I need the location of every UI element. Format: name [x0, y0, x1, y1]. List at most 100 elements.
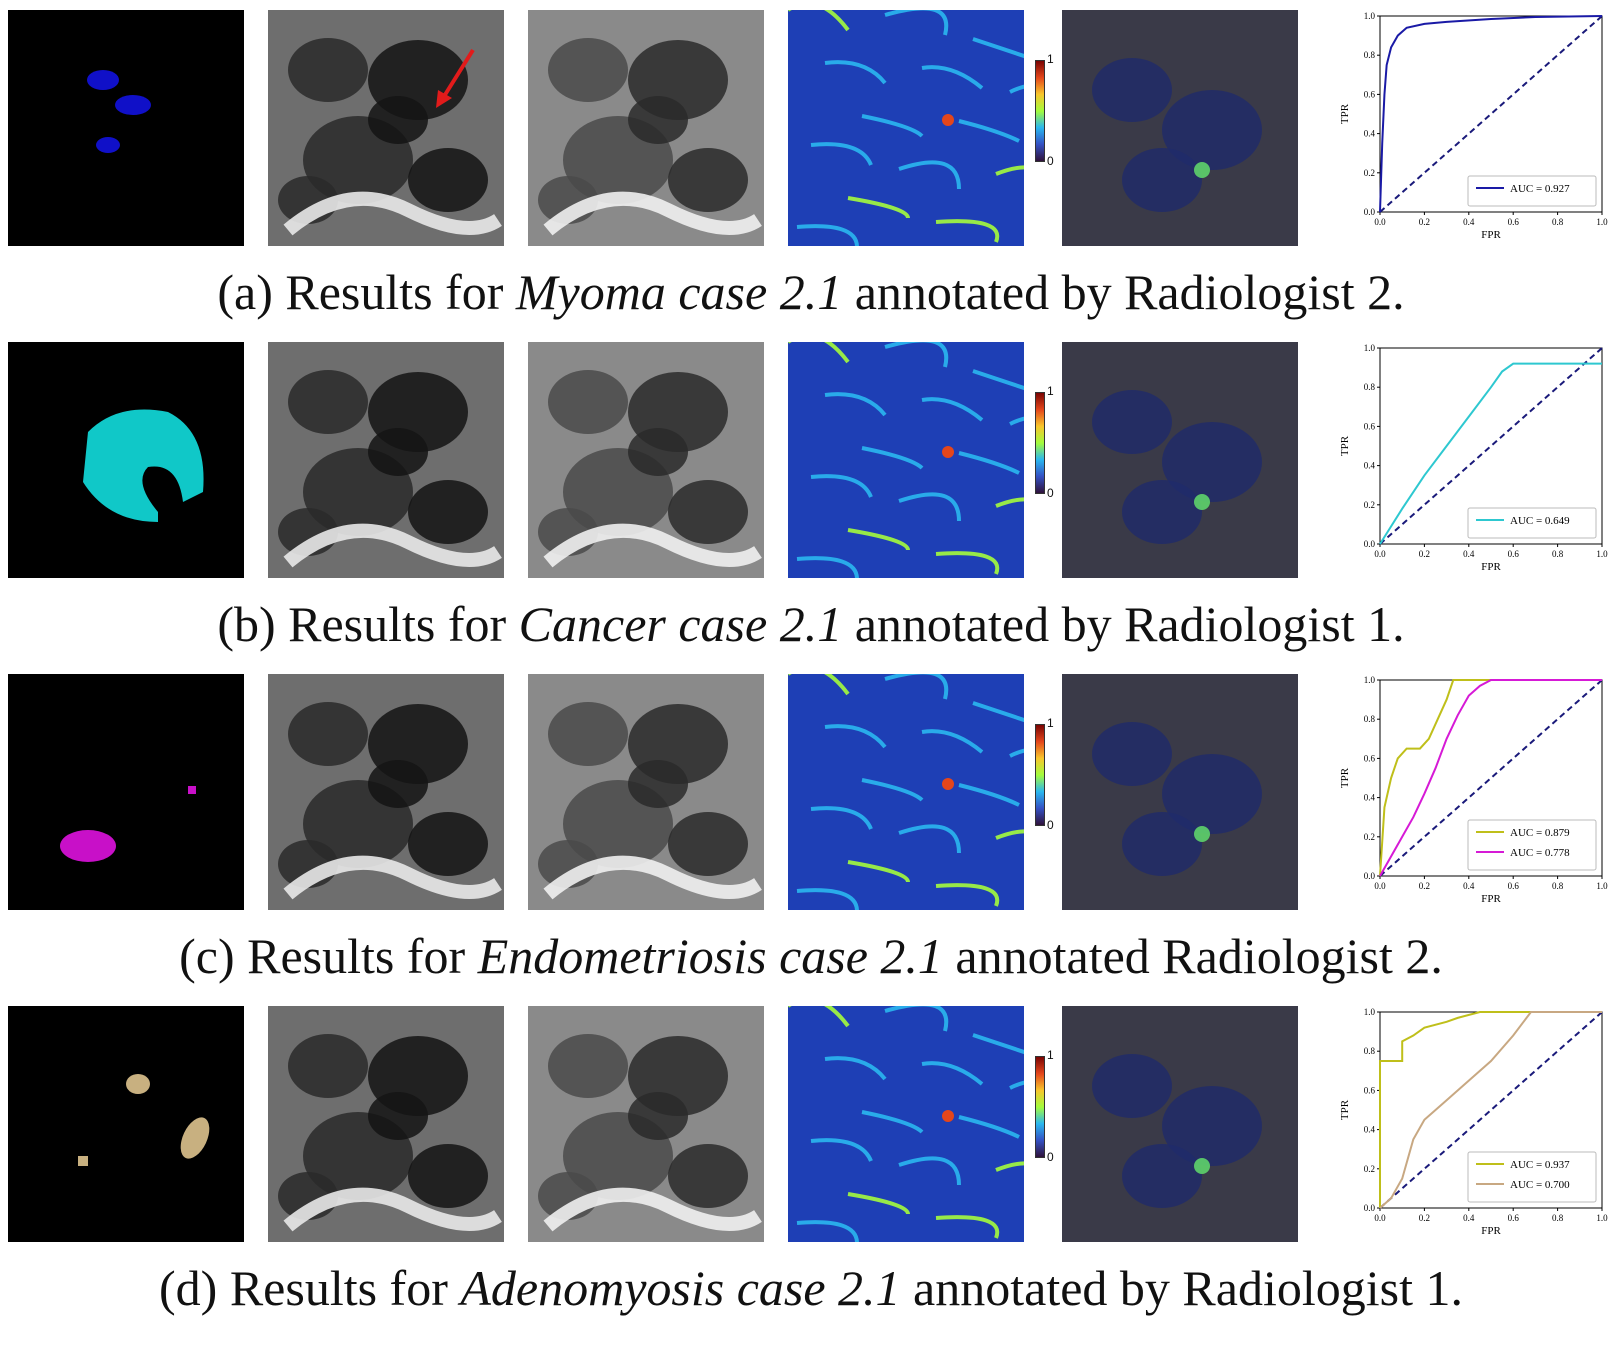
roc-curve	[1379, 679, 1602, 877]
x-tick-label: 0.2	[1419, 1213, 1430, 1223]
overlay-image	[1062, 10, 1298, 246]
y-tick-label: 0.2	[1364, 1164, 1375, 1174]
y-tick-label: 0.0	[1364, 539, 1376, 549]
x-tick-label: 0.2	[1419, 881, 1430, 891]
recon-svg	[528, 1006, 764, 1242]
y-tick-label: 0.0	[1364, 1203, 1376, 1213]
x-tick-label: 0.4	[1463, 881, 1475, 891]
heat-svg	[788, 10, 1024, 246]
x-tick-label: 0.2	[1419, 217, 1430, 227]
annotation-mask-image	[8, 1006, 244, 1242]
mri-svg	[268, 674, 504, 910]
x-tick-label: 0.0	[1374, 217, 1386, 227]
heat-svg	[788, 342, 1024, 578]
roc-chart: 0.0 0.0 0.2 0.2 0.4 0.4 0.6 0.6 0.8 0.8 1.0 1.0 FPR T…	[1334, 4, 1620, 254]
reconstruction-image	[528, 10, 764, 246]
legend-label: AUC = 0.649	[1510, 515, 1570, 527]
y-tick-label: 0.8	[1364, 50, 1376, 60]
reconstruction-image	[528, 1006, 764, 1242]
mri-texture	[268, 674, 504, 910]
mri-image	[268, 674, 504, 910]
x-axis-label: FPR	[1481, 229, 1501, 241]
y-tick-label: 0.0	[1364, 871, 1376, 881]
legend-label: AUC = 0.937	[1510, 1159, 1570, 1171]
colorbar-min-label: 0	[1047, 486, 1054, 500]
caption-prefix: (c) Results for	[179, 928, 478, 984]
recon-svg	[528, 10, 764, 246]
x-tick-label: 0.0	[1374, 549, 1386, 559]
y-tick-label: 0.0	[1364, 207, 1376, 217]
mri-texture	[528, 10, 764, 246]
caption-suffix: annotated by Radiologist 1.	[900, 1260, 1463, 1316]
heat-svg	[788, 1006, 1024, 1242]
colorbar	[1035, 724, 1045, 826]
roc-chart: 0.0 0.0 0.2 0.2 0.4 0.4 0.6 0.6 0.8 0.8 1.0 1.0 FPR T…	[1334, 1000, 1620, 1250]
mri-image	[268, 10, 504, 246]
overlay-texture	[1062, 10, 1298, 246]
roc-curve	[1379, 1011, 1602, 1208]
anomaly-heatmap-image	[788, 674, 1024, 910]
overlay-texture	[1062, 342, 1298, 578]
figure-row-d: 1 0 0.0 0.0 0.2 0.2 0.4 0.4 0.6 0.6 0.8 0.8 1.0 1.0 FP…	[0, 996, 1622, 1326]
colorbar-min-label: 0	[1047, 1150, 1054, 1164]
y-tick-label: 0.6	[1364, 753, 1376, 763]
x-tick-label: 0.0	[1374, 881, 1386, 891]
heatmap-texture	[788, 10, 1024, 246]
roc-svg: 0.00.0 0.2 0.2 0.4 0.4 0.6 0.6 0.8 0.8 1.0 1.0 FPR T…	[1339, 1007, 1608, 1237]
heatmap-texture	[788, 674, 1024, 910]
x-axis-label: FPR	[1481, 893, 1501, 905]
x-tick-label: 0.6	[1508, 549, 1520, 559]
legend-label: AUC = 0.927	[1510, 183, 1570, 195]
caption-prefix: (d) Results for	[159, 1260, 461, 1316]
mask-region	[180, 1117, 210, 1159]
mask-region	[115, 95, 151, 115]
mri-texture	[528, 674, 764, 910]
mask-region	[188, 786, 196, 794]
overlay-texture	[1062, 1006, 1298, 1242]
mask-region	[60, 830, 116, 862]
mask-region	[78, 1156, 88, 1166]
arrow-head-icon	[436, 90, 452, 108]
overlay-svg	[1062, 674, 1298, 910]
x-tick-label: 0.8	[1552, 549, 1564, 559]
figure-row-c: 1 0 0.0 0.0 0.2 0.2 0.4 0.4 0.6 0.6 0.8 0.8 1.0 1.0 FP…	[0, 664, 1622, 994]
mri-svg	[268, 10, 504, 246]
roc-curve	[1379, 15, 1603, 213]
mask-region	[96, 137, 120, 153]
overlay-image	[1062, 342, 1298, 578]
legend-label: AUC = 0.778	[1510, 847, 1570, 859]
colorbar-max-label: 1	[1047, 716, 1054, 730]
y-tick-label: 1.0	[1364, 343, 1376, 353]
anomaly-heatmap-image	[788, 342, 1024, 578]
x-tick-label: 0.8	[1552, 217, 1564, 227]
mri-image	[268, 1006, 504, 1242]
colorbar	[1035, 1056, 1045, 1158]
overlay-svg	[1062, 10, 1298, 246]
y-tick-label: 0.2	[1364, 832, 1375, 842]
y-tick-label: 1.0	[1364, 1007, 1376, 1017]
annotation-mask-image	[8, 674, 244, 910]
colorbar	[1035, 392, 1045, 494]
recon-svg	[528, 342, 764, 578]
y-tick-label: 1.0	[1364, 675, 1376, 685]
anomaly-heatmap-image	[788, 10, 1024, 246]
x-tick-label: 0.6	[1508, 881, 1520, 891]
y-tick-label: 0.2	[1364, 500, 1375, 510]
recon-svg	[528, 674, 764, 910]
caption-case: Myoma case 2.1	[515, 264, 843, 320]
mri-texture	[268, 342, 504, 578]
figure-row-b: 1 0 0.0 0.0 0.2 0.2 0.4 0.4 0.6 0.6 0.8 0.8 1.0 1.0 FP…	[0, 332, 1622, 662]
y-tick-label: 1.0	[1364, 11, 1376, 21]
y-axis-label: TPR	[1339, 1099, 1351, 1120]
legend-label: AUC = 0.700	[1510, 1179, 1570, 1191]
roc-chart: 0.0 0.0 0.2 0.2 0.4 0.4 0.6 0.6 0.8 0.8 1.0 1.0 FPR T…	[1334, 668, 1620, 918]
overlay-texture	[1062, 674, 1298, 910]
mask-svg	[78, 1074, 210, 1166]
y-tick-label: 0.4	[1364, 793, 1376, 803]
y-tick-label: 0.6	[1364, 421, 1376, 431]
colorbar-max-label: 1	[1047, 52, 1054, 66]
y-tick-label: 0.8	[1364, 714, 1376, 724]
caption-case: Endometriosis case 2.1	[477, 928, 943, 984]
roc-svg: 0.00.0 0.2 0.2 0.4 0.4 0.6 0.6 0.8 0.8 1.0 1.0 FPR T…	[1339, 675, 1608, 905]
legend-box	[1467, 175, 1597, 207]
